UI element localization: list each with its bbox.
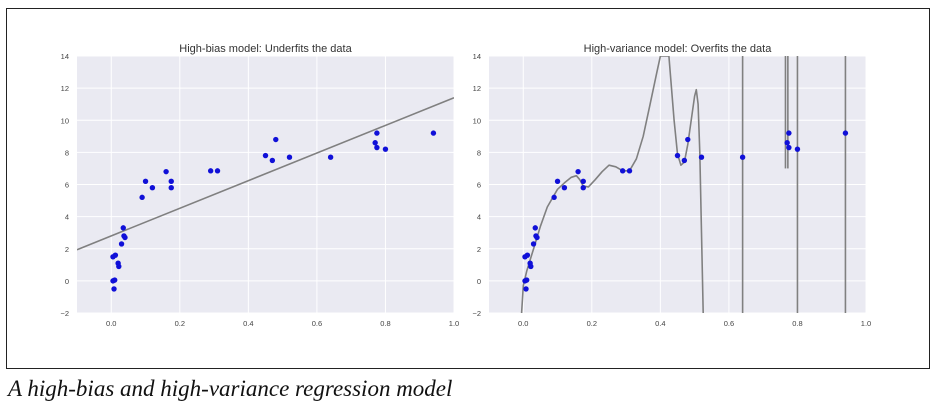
data-point — [372, 140, 378, 146]
y-tick-label: 4 — [65, 213, 69, 222]
data-point — [524, 252, 531, 258]
data-point — [532, 225, 538, 231]
data-point — [794, 146, 801, 152]
data-point — [207, 168, 214, 174]
y-tick-label: 2 — [65, 245, 69, 254]
y-tick-label: 6 — [65, 181, 69, 190]
data-point — [685, 136, 691, 143]
data-point — [551, 194, 557, 201]
y-tick-label: 8 — [65, 148, 69, 157]
data-point — [524, 277, 530, 283]
data-point — [842, 130, 849, 136]
x-tick-label: 0.8 — [380, 319, 390, 328]
chart-title: High-bias model: Underfits the data — [179, 43, 352, 55]
y-tick-label: 0 — [477, 277, 481, 286]
data-point — [112, 277, 118, 283]
data-point — [214, 168, 221, 174]
data-point — [561, 185, 568, 191]
data-point — [374, 130, 380, 136]
data-point — [580, 185, 586, 191]
y-tick-label: 4 — [477, 213, 481, 222]
data-point — [122, 234, 128, 241]
y-tick-label: −2 — [472, 309, 481, 318]
data-point — [111, 286, 117, 292]
data-point — [575, 168, 581, 175]
data-point — [786, 130, 792, 136]
x-tick-label: 1.0 — [449, 319, 459, 328]
data-point — [430, 130, 437, 136]
plot-content — [77, 97, 454, 292]
chart-panel-1: 0.0 0.2 0.4 0.6 0.8 1.0 −2 0 2 4 6 8 10 12 14 High-bias… — [60, 43, 459, 328]
figure-caption: A high-bias and high-variance regression… — [8, 376, 453, 401]
y-tick-label: 14 — [61, 52, 69, 61]
data-point — [139, 194, 145, 201]
data-point — [534, 234, 540, 241]
x-tick-label: 1.0 — [861, 319, 871, 328]
data-point — [120, 225, 126, 231]
data-point — [163, 168, 169, 175]
x-tick-label: 0.6 — [312, 319, 322, 328]
data-point — [784, 140, 790, 146]
x-tick-label: 0.4 — [243, 319, 253, 328]
y-tick-label: 8 — [477, 148, 481, 157]
data-point — [142, 178, 149, 184]
x-tick-label: 0.6 — [724, 319, 734, 328]
y-tick-label: 14 — [473, 52, 481, 61]
data-point — [112, 252, 119, 258]
data-point — [262, 152, 269, 159]
chart-title: High-variance model: Overfits the data — [584, 43, 773, 55]
fit-curve — [520, 56, 704, 313]
data-point — [168, 185, 174, 191]
data-point — [327, 154, 334, 160]
figure-frame: 0.0 0.2 0.4 0.6 0.8 1.0 −2 0 2 4 6 8 10 12 14 High-bias… — [6, 8, 930, 369]
data-point — [116, 263, 122, 270]
data-point — [273, 136, 279, 143]
x-tick-label: 0.0 — [518, 319, 528, 328]
y-tick-label: 0 — [65, 277, 69, 286]
y-tick-label: 12 — [61, 84, 69, 93]
y-tick-label: 12 — [473, 84, 481, 93]
x-tick-label: 0.4 — [655, 319, 665, 328]
data-point — [674, 152, 681, 159]
data-point — [523, 286, 529, 292]
data-point — [168, 178, 174, 184]
plot-content — [520, 56, 849, 313]
x-tick-label: 0.2 — [587, 319, 597, 328]
fit-line — [77, 97, 454, 251]
data-point — [580, 178, 586, 184]
data-point — [286, 154, 293, 160]
data-point — [374, 144, 380, 151]
data-point — [619, 168, 626, 174]
data-point — [118, 241, 125, 247]
data-point — [554, 178, 561, 184]
data-point — [698, 154, 705, 160]
x-tick-label: 0.0 — [106, 319, 116, 328]
y-tick-label: 6 — [477, 181, 481, 190]
figure-svg: 0.0 0.2 0.4 0.6 0.8 1.0 −2 0 2 4 6 8 10 12 14 High-bias… — [60, 43, 871, 328]
x-tick-label: 0.8 — [792, 319, 802, 328]
y-tick-label: 2 — [477, 245, 481, 254]
data-point — [786, 144, 792, 151]
chart-panel-2: 0.0 0.2 0.4 0.6 0.8 1.0 −2 0 2 4 6 8 10 12 14 High-vari… — [472, 43, 871, 328]
x-tick-label: 0.2 — [175, 319, 185, 328]
data-point — [269, 157, 276, 164]
data-point — [626, 168, 633, 174]
data-point — [681, 157, 688, 164]
data-point — [149, 185, 156, 191]
data-point — [739, 154, 746, 160]
y-tick-label: 10 — [61, 116, 69, 125]
data-point — [530, 241, 537, 247]
data-point — [528, 263, 534, 270]
y-tick-label: −2 — [60, 309, 69, 318]
y-tick-label: 10 — [473, 116, 481, 125]
data-point — [382, 146, 389, 152]
